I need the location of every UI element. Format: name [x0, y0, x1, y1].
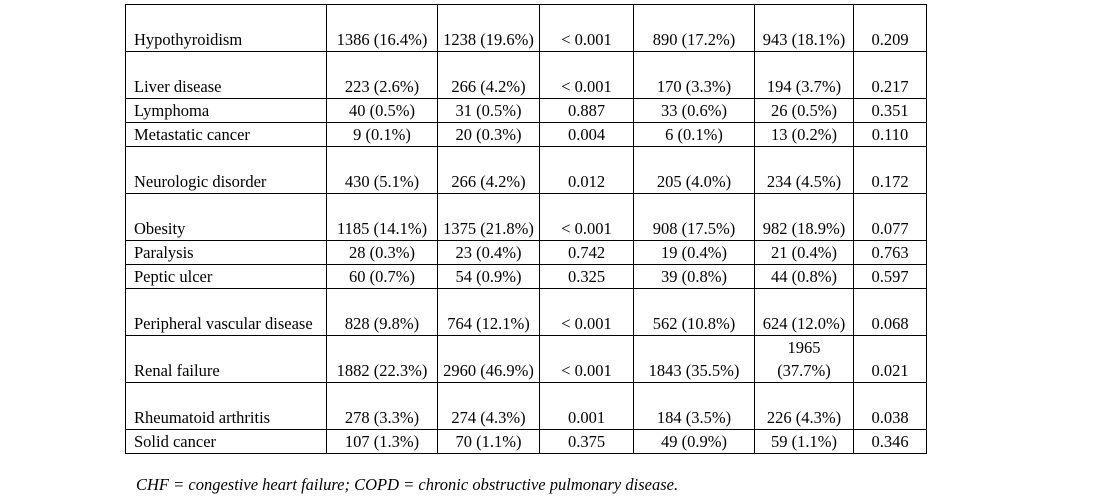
row-label: Metastatic cancer: [125, 122, 327, 147]
cell-c4: 234 (4.5%): [754, 146, 854, 194]
cell-p2: 0.597: [853, 264, 927, 289]
cell-c3: 6 (0.1%): [633, 122, 755, 147]
cell-c3: 49 (0.9%): [633, 429, 755, 454]
cell-p1: < 0.001: [539, 288, 634, 336]
cell-p2: 0.110: [853, 122, 927, 147]
table-row: Solid cancer 107 (1.3%) 70 (1.1%) 0.375 …: [125, 429, 927, 454]
cell-c3: 184 (3.5%): [633, 382, 755, 430]
cell-c3: 908 (17.5%): [633, 193, 755, 241]
cell-p2: 0.038: [853, 382, 927, 430]
cell-c4: 59 (1.1%): [754, 429, 854, 454]
cell-p2: 0.351: [853, 98, 927, 123]
row-label: Paralysis: [125, 240, 327, 265]
row-label: Rheumatoid arthritis: [125, 382, 327, 430]
row-label: Renal failure: [125, 335, 327, 383]
cell-p2: 0.077: [853, 193, 927, 241]
table-row: Liver disease 223 (2.6%) 266 (4.2%) < 0.…: [125, 51, 927, 99]
cell-p1: < 0.001: [539, 335, 634, 383]
cell-p2: 0.021: [853, 335, 927, 383]
row-label: Liver disease: [125, 51, 327, 99]
cell-p1: 0.887: [539, 98, 634, 123]
cell-c3: 1843 (35.5%): [633, 335, 755, 383]
cell-c3: 33 (0.6%): [633, 98, 755, 123]
cell-p1: 0.325: [539, 264, 634, 289]
table-row: Renal failure 1882 (22.3%) 2960 (46.9%) …: [125, 335, 927, 383]
row-label: Peptic ulcer: [125, 264, 327, 289]
cell-p2: 0.346: [853, 429, 927, 454]
cell-c2: 20 (0.3%): [437, 122, 540, 147]
table-row: Peripheral vascular disease 828 (9.8%) 7…: [125, 288, 927, 336]
row-label: Hypothyroidism: [125, 4, 327, 52]
row-label: Obesity: [125, 193, 327, 241]
cell-c4: 982 (18.9%): [754, 193, 854, 241]
cell-c1: 1882 (22.3%): [326, 335, 438, 383]
row-label: Lymphoma: [125, 98, 327, 123]
cell-c2: 31 (0.5%): [437, 98, 540, 123]
cell-p1: < 0.001: [539, 51, 634, 99]
table-row: Metastatic cancer 9 (0.1%) 20 (0.3%) 0.0…: [125, 122, 927, 147]
table-row: Paralysis 28 (0.3%) 23 (0.4%) 0.742 19 (…: [125, 240, 927, 265]
cell-p2: 0.763: [853, 240, 927, 265]
cell-c4: 1965 (37.7%): [754, 335, 854, 383]
row-label: Solid cancer: [125, 429, 327, 454]
cell-c1: 1386 (16.4%): [326, 4, 438, 52]
cell-c4: 26 (0.5%): [754, 98, 854, 123]
cell-c1: 430 (5.1%): [326, 146, 438, 194]
cell-c4: 226 (4.3%): [754, 382, 854, 430]
cell-c4: 13 (0.2%): [754, 122, 854, 147]
cell-c1: 828 (9.8%): [326, 288, 438, 336]
cell-c2: 1238 (19.6%): [437, 4, 540, 52]
cell-c2: 23 (0.4%): [437, 240, 540, 265]
cell-p2: 0.209: [853, 4, 927, 52]
table-row: Lymphoma 40 (0.5%) 31 (0.5%) 0.887 33 (0…: [125, 98, 927, 123]
cell-c1: 278 (3.3%): [326, 382, 438, 430]
cell-c2: 2960 (46.9%): [437, 335, 540, 383]
cell-c1: 60 (0.7%): [326, 264, 438, 289]
row-label: Neurologic disorder: [125, 146, 327, 194]
cell-c3: 19 (0.4%): [633, 240, 755, 265]
cell-c4: 194 (3.7%): [754, 51, 854, 99]
cell-c4: 943 (18.1%): [754, 4, 854, 52]
cell-c1: 223 (2.6%): [326, 51, 438, 99]
cell-c3: 170 (3.3%): [633, 51, 755, 99]
cell-p1: 0.742: [539, 240, 634, 265]
cell-c2: 274 (4.3%): [437, 382, 540, 430]
cell-c2: 54 (0.9%): [437, 264, 540, 289]
cell-c1: 1185 (14.1%): [326, 193, 438, 241]
cell-p1: 0.004: [539, 122, 634, 147]
row-label: Peripheral vascular disease: [125, 288, 327, 336]
cell-p1: 0.012: [539, 146, 634, 194]
cell-p2: 0.172: [853, 146, 927, 194]
cell-p1: < 0.001: [539, 193, 634, 241]
cell-c2: 266 (4.2%): [437, 51, 540, 99]
cell-p1: < 0.001: [539, 4, 634, 52]
cell-c1: 9 (0.1%): [326, 122, 438, 147]
cell-c2: 1375 (21.8%): [437, 193, 540, 241]
table-row: Peptic ulcer 60 (0.7%) 54 (0.9%) 0.325 3…: [125, 264, 927, 289]
cell-c2: 70 (1.1%): [437, 429, 540, 454]
cell-p2: 0.068: [853, 288, 927, 336]
cell-c1: 40 (0.5%): [326, 98, 438, 123]
table-row: Hypothyroidism 1386 (16.4%) 1238 (19.6%)…: [125, 4, 927, 52]
cell-c3: 39 (0.8%): [633, 264, 755, 289]
cell-c4: 44 (0.8%): [754, 264, 854, 289]
cell-c2: 266 (4.2%): [437, 146, 540, 194]
cell-c3: 205 (4.0%): [633, 146, 755, 194]
cell-c4: 624 (12.0%): [754, 288, 854, 336]
table-footnote: CHF = congestive heart failure; COPD = c…: [136, 475, 679, 494]
cell-c1: 28 (0.3%): [326, 240, 438, 265]
cell-c4: 21 (0.4%): [754, 240, 854, 265]
table-row: Rheumatoid arthritis 278 (3.3%) 274 (4.3…: [125, 382, 927, 430]
cell-c1: 107 (1.3%): [326, 429, 438, 454]
table-row: Obesity 1185 (14.1%) 1375 (21.8%) < 0.00…: [125, 193, 927, 241]
cell-c2: 764 (12.1%): [437, 288, 540, 336]
table-row: Neurologic disorder 430 (5.1%) 266 (4.2%…: [125, 146, 927, 194]
cell-c3: 562 (10.8%): [633, 288, 755, 336]
cell-p1: 0.375: [539, 429, 634, 454]
comorbidity-table: Hypothyroidism 1386 (16.4%) 1238 (19.6%)…: [125, 4, 927, 454]
cell-c3: 890 (17.2%): [633, 4, 755, 52]
cell-p2: 0.217: [853, 51, 927, 99]
cell-p1: 0.001: [539, 382, 634, 430]
